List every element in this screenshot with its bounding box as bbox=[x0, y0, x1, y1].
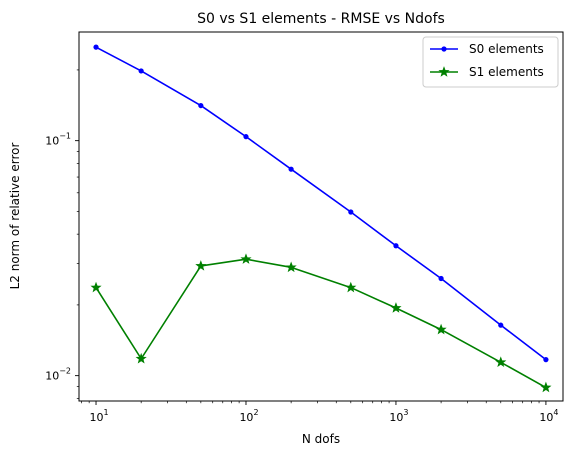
series-s1-point bbox=[435, 323, 447, 335]
y-tick-label: 10−1 bbox=[45, 132, 71, 148]
series-s1-point bbox=[390, 302, 402, 313]
plot-area bbox=[90, 44, 552, 393]
legend: S0 elements S1 elements bbox=[422, 36, 559, 88]
series-s0-point bbox=[288, 166, 294, 172]
series-s0-point bbox=[348, 209, 354, 215]
series-s0 bbox=[93, 44, 549, 363]
series-s1-point bbox=[195, 260, 207, 271]
series-s0-point bbox=[438, 275, 444, 282]
x-tick-label: 102 bbox=[239, 408, 258, 424]
series-s0-point bbox=[138, 68, 144, 74]
x-tick-label: 101 bbox=[89, 408, 108, 424]
series-s1-point bbox=[495, 356, 507, 368]
series-s0-point bbox=[198, 102, 204, 109]
chart-title: S0 vs S1 elements - RMSE vs Ndofs bbox=[197, 11, 445, 27]
x-tick-label: 104 bbox=[539, 408, 558, 424]
legend-s1-label: S1 elements bbox=[469, 65, 544, 79]
series-s1-point bbox=[240, 253, 252, 264]
series-s1-point bbox=[90, 281, 102, 293]
series-s0-point bbox=[243, 134, 249, 140]
axis-ticks: 101 102 103 104 10−2 10−1 bbox=[45, 69, 558, 424]
x-tick-label: 103 bbox=[389, 408, 408, 424]
series-s1-point bbox=[285, 261, 297, 273]
series-s0-point bbox=[543, 357, 549, 363]
series-s1-point bbox=[135, 352, 147, 364]
series-s0-point bbox=[498, 322, 504, 328]
axes-frame bbox=[78, 31, 564, 402]
legend-s0-label: S0 elements bbox=[469, 42, 544, 56]
series-s1-line bbox=[95, 258, 547, 389]
series-s0-point bbox=[93, 44, 99, 50]
legend-s1-marker bbox=[438, 66, 450, 77]
series-s1-point bbox=[345, 281, 357, 293]
legend-s0-marker bbox=[441, 46, 447, 52]
x-axis-label: N dofs bbox=[302, 432, 340, 446]
series-s1-point bbox=[540, 381, 552, 393]
series-s0-line bbox=[95, 46, 547, 361]
y-axis-label: L2 norm of relative error bbox=[8, 143, 22, 290]
series-s0-point bbox=[393, 243, 399, 249]
series-s1 bbox=[90, 253, 552, 393]
y-tick-label: 10−2 bbox=[45, 367, 71, 383]
